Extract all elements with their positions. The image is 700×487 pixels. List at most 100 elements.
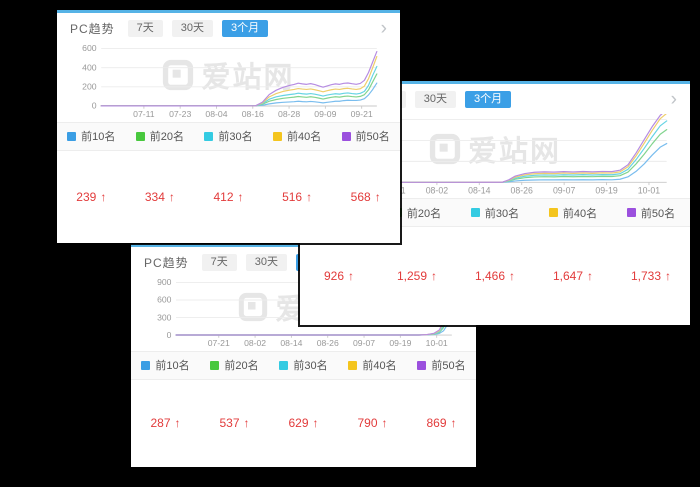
legend-item[interactable]: 前40名 xyxy=(338,357,407,373)
svg-text:08-14: 08-14 xyxy=(280,338,302,348)
up-arrow-icon: ↑ xyxy=(587,269,594,283)
legend-label: 前30名 xyxy=(293,360,328,372)
card-title: PC趋势 xyxy=(70,21,115,36)
stat-value: 239 ↑ xyxy=(57,190,126,204)
legend-label: 前10名 xyxy=(155,360,190,372)
legend-label: 前10名 xyxy=(81,131,116,143)
legend-item[interactable]: 前40名 xyxy=(534,205,612,221)
stat-value: 334 ↑ xyxy=(126,190,195,204)
legend-label: 前40名 xyxy=(562,207,598,220)
legend-item[interactable]: 前50名 xyxy=(331,128,400,144)
svg-text:08-02: 08-02 xyxy=(244,338,266,348)
stat-number: 926 xyxy=(323,269,345,283)
legend-item[interactable]: 前10名 xyxy=(131,357,200,373)
legend-item[interactable]: 前20名 xyxy=(126,128,195,144)
stat-number: 1,647 xyxy=(552,269,584,283)
stat-number: 412 xyxy=(213,189,234,204)
up-arrow-icon: ↑ xyxy=(450,416,457,431)
legend-item[interactable]: 前10名 xyxy=(57,128,126,144)
svg-text:07-21: 07-21 xyxy=(208,338,230,348)
up-arrow-icon: ↑ xyxy=(306,189,313,204)
tab-30-days[interactable]: 30天 xyxy=(414,90,457,108)
stat-number: 568 xyxy=(350,189,371,204)
legend-color-swatch xyxy=(67,131,77,141)
svg-text:07-23: 07-23 xyxy=(169,109,191,119)
tab-30-days[interactable]: 30天 xyxy=(245,253,288,271)
legend-item[interactable]: 前50名 xyxy=(612,205,690,221)
stat-number: 516 xyxy=(282,189,303,204)
svg-text:0: 0 xyxy=(167,330,172,340)
values-row: 926 ↑ 1,259 ↑ 1,466 ↑ 1,647 ↑ 1,733 ↑ xyxy=(300,227,690,325)
tab-3-months[interactable]: 3个月 xyxy=(465,90,512,108)
legend-label: 前20名 xyxy=(406,207,442,220)
legend-item[interactable]: 前20名 xyxy=(200,357,269,373)
stat-value: 568 ↑ xyxy=(331,190,400,204)
legend-color-swatch xyxy=(470,208,480,217)
stat-value: 869 ↑ xyxy=(407,416,476,430)
legend-label: 前50名 xyxy=(431,360,466,372)
legend-label: 前30名 xyxy=(484,207,520,220)
svg-text:08-04: 08-04 xyxy=(205,109,227,119)
svg-text:0: 0 xyxy=(92,101,97,111)
svg-text:08-26: 08-26 xyxy=(317,338,339,348)
up-arrow-icon: ↑ xyxy=(100,189,107,204)
svg-text:09-07: 09-07 xyxy=(353,338,375,348)
legend-item[interactable]: 前50名 xyxy=(407,357,476,373)
stat-value: 412 ↑ xyxy=(194,190,263,204)
chevron-right-icon[interactable]: › xyxy=(670,88,677,110)
legend-label: 前50名 xyxy=(640,207,676,220)
legend-color-swatch xyxy=(548,208,558,217)
stat-number: 629 xyxy=(288,416,309,431)
up-arrow-icon: ↑ xyxy=(509,269,516,283)
legend-item[interactable]: 前30名 xyxy=(269,357,338,373)
up-arrow-icon: ↑ xyxy=(431,269,438,283)
card-title: PC趋势 xyxy=(144,255,189,270)
stat-value: 1,733 ↑ xyxy=(612,269,690,283)
legend-color-swatch xyxy=(135,131,145,141)
stat-number: 334 xyxy=(144,189,165,204)
svg-text:08-28: 08-28 xyxy=(278,109,300,119)
stat-value: 537 ↑ xyxy=(200,416,269,430)
legend-item[interactable]: 前30名 xyxy=(456,205,534,221)
legend-label: 前20名 xyxy=(149,131,185,143)
stat-number: 869 xyxy=(426,416,447,431)
stat-number: 1,259 xyxy=(396,269,428,283)
svg-text:10-01: 10-01 xyxy=(426,338,448,348)
legend-color-swatch xyxy=(210,360,220,370)
stat-number: 287 xyxy=(150,416,171,431)
up-arrow-icon: ↑ xyxy=(243,416,250,431)
trend-chart: 爱站网 0 200 400 600 07-11 07-23 08-04 08-16 08-28 0… xyxy=(57,43,400,122)
up-arrow-icon: ↑ xyxy=(237,189,244,204)
tab-7-days[interactable]: 7天 xyxy=(201,253,237,271)
legend-color-swatch xyxy=(341,131,351,141)
stat-value: 926 ↑ xyxy=(300,269,378,283)
svg-text:08-14: 08-14 xyxy=(468,185,491,195)
legend-item[interactable]: 前40名 xyxy=(263,128,332,144)
tab-7-days[interactable]: 7天 xyxy=(127,19,163,37)
legend-color-swatch xyxy=(272,131,282,141)
svg-text:09-21: 09-21 xyxy=(351,109,373,119)
svg-text:600: 600 xyxy=(157,295,172,305)
stat-value: 629 ↑ xyxy=(269,416,338,430)
legend-label: 前30名 xyxy=(218,131,253,143)
legend-color-swatch xyxy=(141,360,151,370)
up-arrow-icon: ↑ xyxy=(374,189,381,204)
legend-color-swatch xyxy=(417,360,427,370)
stat-value: 287 ↑ xyxy=(131,416,200,430)
tab-3-months[interactable]: 3个月 xyxy=(222,19,269,37)
legend-row: 前10名 前20名 前30名 前40名 前50名 xyxy=(57,121,400,151)
legend-label: 前40名 xyxy=(286,131,322,143)
svg-text:09-09: 09-09 xyxy=(314,109,336,119)
stat-number: 537 xyxy=(219,416,240,431)
svg-text:10-01: 10-01 xyxy=(638,185,661,195)
chevron-right-icon[interactable]: › xyxy=(380,17,387,39)
values-row: 287 ↑ 537 ↑ 629 ↑ 790 ↑ 869 ↑ xyxy=(131,380,476,468)
svg-text:07-11: 07-11 xyxy=(133,109,155,119)
svg-text:900: 900 xyxy=(157,277,172,287)
svg-text:08-16: 08-16 xyxy=(242,109,264,119)
up-arrow-icon: ↑ xyxy=(312,416,319,431)
pc-trend-card-top-left: PC趋势 7天 30天 3个月 › 爱站网 0 200 400 600 07-11 07-… xyxy=(57,10,400,243)
legend-item[interactable]: 前30名 xyxy=(194,128,263,144)
tab-30-days[interactable]: 30天 xyxy=(171,19,214,37)
stat-number: 790 xyxy=(357,416,378,431)
